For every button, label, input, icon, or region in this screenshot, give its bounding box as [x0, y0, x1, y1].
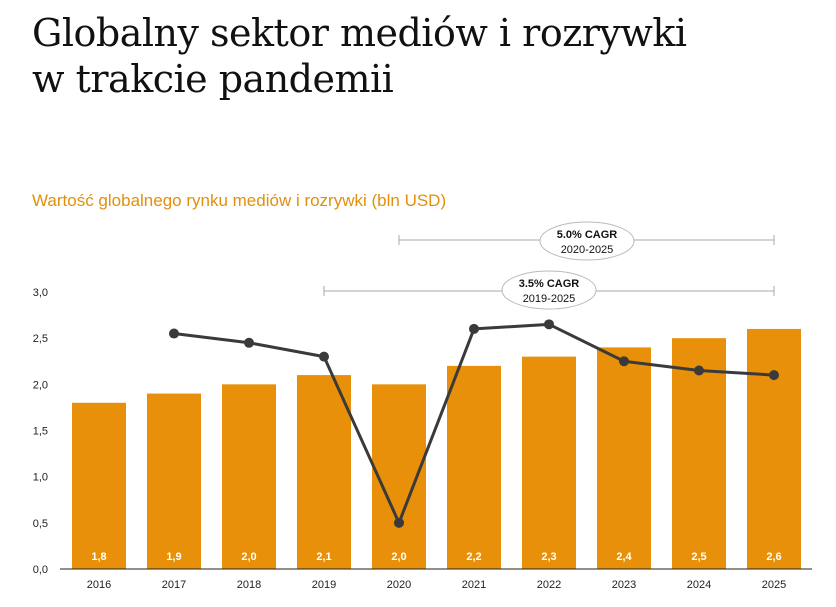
line-point — [319, 351, 329, 362]
x-tick-label: 2020 — [387, 579, 411, 591]
bar — [447, 365, 501, 569]
line-point — [544, 319, 554, 330]
y-tick-label: 1,5 — [33, 426, 48, 438]
x-tick-label: 2024 — [687, 579, 711, 591]
chart-subtitle: Wartość globalnego rynku mediów i rozryw… — [32, 191, 447, 210]
bar-value-label: 2,4 — [616, 551, 632, 563]
bars: 1,8 1,9 2,0 2,1 2,0 2,2 2,3 2,4 2,5 2,6 — [72, 328, 801, 569]
bar — [672, 338, 726, 569]
bar — [747, 328, 801, 569]
cagr-bubble — [539, 221, 635, 261]
y-tick-label: 1,0 — [33, 472, 48, 484]
cagr-period-label: 2019-2025 — [523, 293, 576, 305]
bar-value-label: 2,0 — [391, 551, 406, 563]
x-tick-label: 2025 — [762, 579, 786, 591]
line-point — [694, 365, 704, 376]
bar-value-label: 2,3 — [541, 551, 556, 563]
title-line-2: w trakcie pandemii — [32, 57, 394, 101]
y-tick-label: 0,5 — [33, 518, 48, 530]
line-point — [394, 517, 404, 528]
bar — [597, 347, 651, 569]
bar-value-label: 2,1 — [316, 551, 331, 563]
bar — [222, 384, 276, 569]
bar — [147, 393, 201, 569]
x-tick-label: 2018 — [237, 579, 261, 591]
bar-value-label: 2,2 — [466, 551, 481, 563]
cagr-period-label: 2020-2025 — [561, 244, 614, 256]
x-tick-label: 2016 — [87, 579, 111, 591]
title-line-1: Globalny sektor mediów i rozrywki — [32, 11, 687, 55]
y-tick-label: 0,0 — [33, 564, 48, 576]
line-point — [244, 337, 254, 348]
line-point — [619, 356, 629, 367]
cagr-annotations: 5.0% CAGR 2020-2025 3.5% CAGR 2019-2025 — [323, 221, 775, 310]
line-point — [469, 323, 479, 334]
x-tick-label: 2023 — [612, 579, 636, 591]
bar — [72, 402, 126, 569]
cagr-bubble — [501, 270, 597, 310]
bar — [522, 356, 576, 569]
y-tick-label: 3,0 — [33, 287, 48, 299]
x-tick-label: 2022 — [537, 579, 561, 591]
cagr-rate-label: 5.0% CAGR — [557, 229, 618, 241]
cagr-rate-label: 3.5% CAGR — [519, 278, 580, 290]
bar — [297, 375, 351, 569]
line-point — [769, 370, 779, 381]
bar-value-label: 1,9 — [166, 551, 181, 563]
bar-value-label: 2,6 — [766, 551, 781, 563]
bar-value-label: 2,5 — [691, 551, 706, 563]
y-tick-label: 2,0 — [33, 379, 48, 391]
y-tick-label: 2,5 — [33, 333, 48, 345]
bar-value-label: 2,0 — [241, 551, 256, 563]
x-tick-label: 2019 — [312, 579, 336, 591]
x-tick-label: 2017 — [162, 579, 186, 591]
axes: 0,0 0,5 1,0 1,5 2,0 2,5 3,0 2016 2017 2018 2019 202… — [33, 287, 812, 591]
bar-value-label: 1,8 — [91, 551, 106, 563]
x-tick-label: 2021 — [462, 579, 486, 591]
page-title: Globalny sektor mediów i rozrywki w trak… — [32, 10, 812, 102]
line-point — [169, 328, 179, 339]
line-series — [169, 319, 779, 528]
